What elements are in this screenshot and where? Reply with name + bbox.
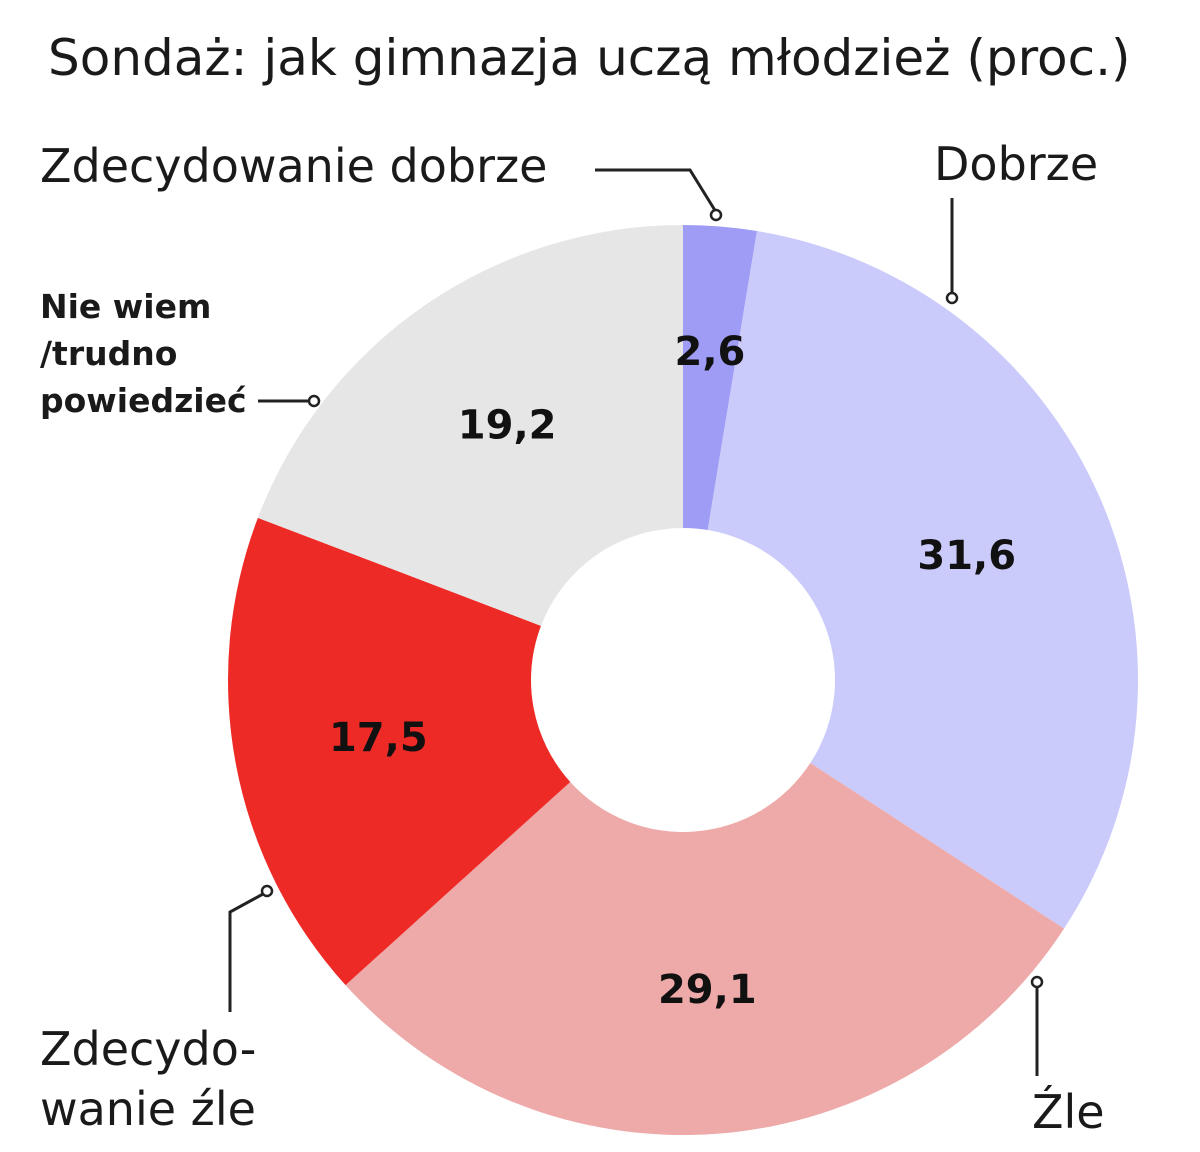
category-label-dobrze: Dobrze — [934, 137, 1098, 191]
category-label-nie-wiem-line1: Nie wiem — [40, 287, 211, 326]
value-labels: 2,6 31,6 29,1 17,5 19,2 — [329, 329, 1016, 1013]
chart-title: Sondaż: jak gimnazja uczą młodzież (proc… — [48, 29, 1131, 87]
category-label-nie-wiem-line3: powiedzieć — [40, 381, 247, 420]
category-label-zle: Źle — [1032, 1085, 1105, 1139]
leader-line — [228, 892, 264, 1012]
value-label-zdecydowanie-dobrze: 2,6 — [674, 329, 745, 375]
pie-slice-zdecydowanie-dobrze — [683, 225, 757, 531]
pie-slice-dobrze — [707, 231, 1139, 929]
category-label-zdecydowanie-zle-line1: Zdecydo- — [40, 1022, 256, 1076]
value-label-źle: 29,1 — [658, 967, 757, 1013]
leader-dot — [945, 291, 959, 305]
pie-slice-źle — [345, 763, 1065, 1135]
donut-slices — [227, 225, 1139, 1135]
category-label-nie-wiem-line2: /trudno — [40, 334, 177, 373]
leader-dot — [260, 884, 274, 898]
category-label-zdecydowanie-dobrze: Zdecydowanie dobrze — [40, 139, 547, 193]
value-label-nie-wiem-trudno-powiedzieć: 19,2 — [458, 403, 557, 449]
label-zdecydowanie-dobrze: Zdecydowanie dobrze — [40, 139, 723, 222]
pie-slice-zdecydowanie-źle — [227, 517, 571, 986]
leader-line — [595, 168, 718, 213]
leader-dot — [1030, 975, 1044, 989]
label-dobrze: Dobrze — [934, 137, 1098, 305]
pie-slice-nie-wiem-trudno-powiedzieć — [257, 225, 683, 626]
leader-dot — [307, 394, 321, 408]
value-label-dobrze: 31,6 — [917, 533, 1016, 579]
label-zle: Źle — [1030, 975, 1105, 1139]
category-label-zdecydowanie-zle-line2: wanie źle — [40, 1082, 256, 1136]
value-label-zdecydowanie-źle: 17,5 — [329, 715, 428, 761]
leader-dot — [709, 208, 723, 222]
label-nie-wiem: Nie wiem /trudno powiedzieć — [40, 287, 321, 420]
label-zdecydowanie-zle: Zdecydo- wanie źle — [40, 884, 274, 1136]
